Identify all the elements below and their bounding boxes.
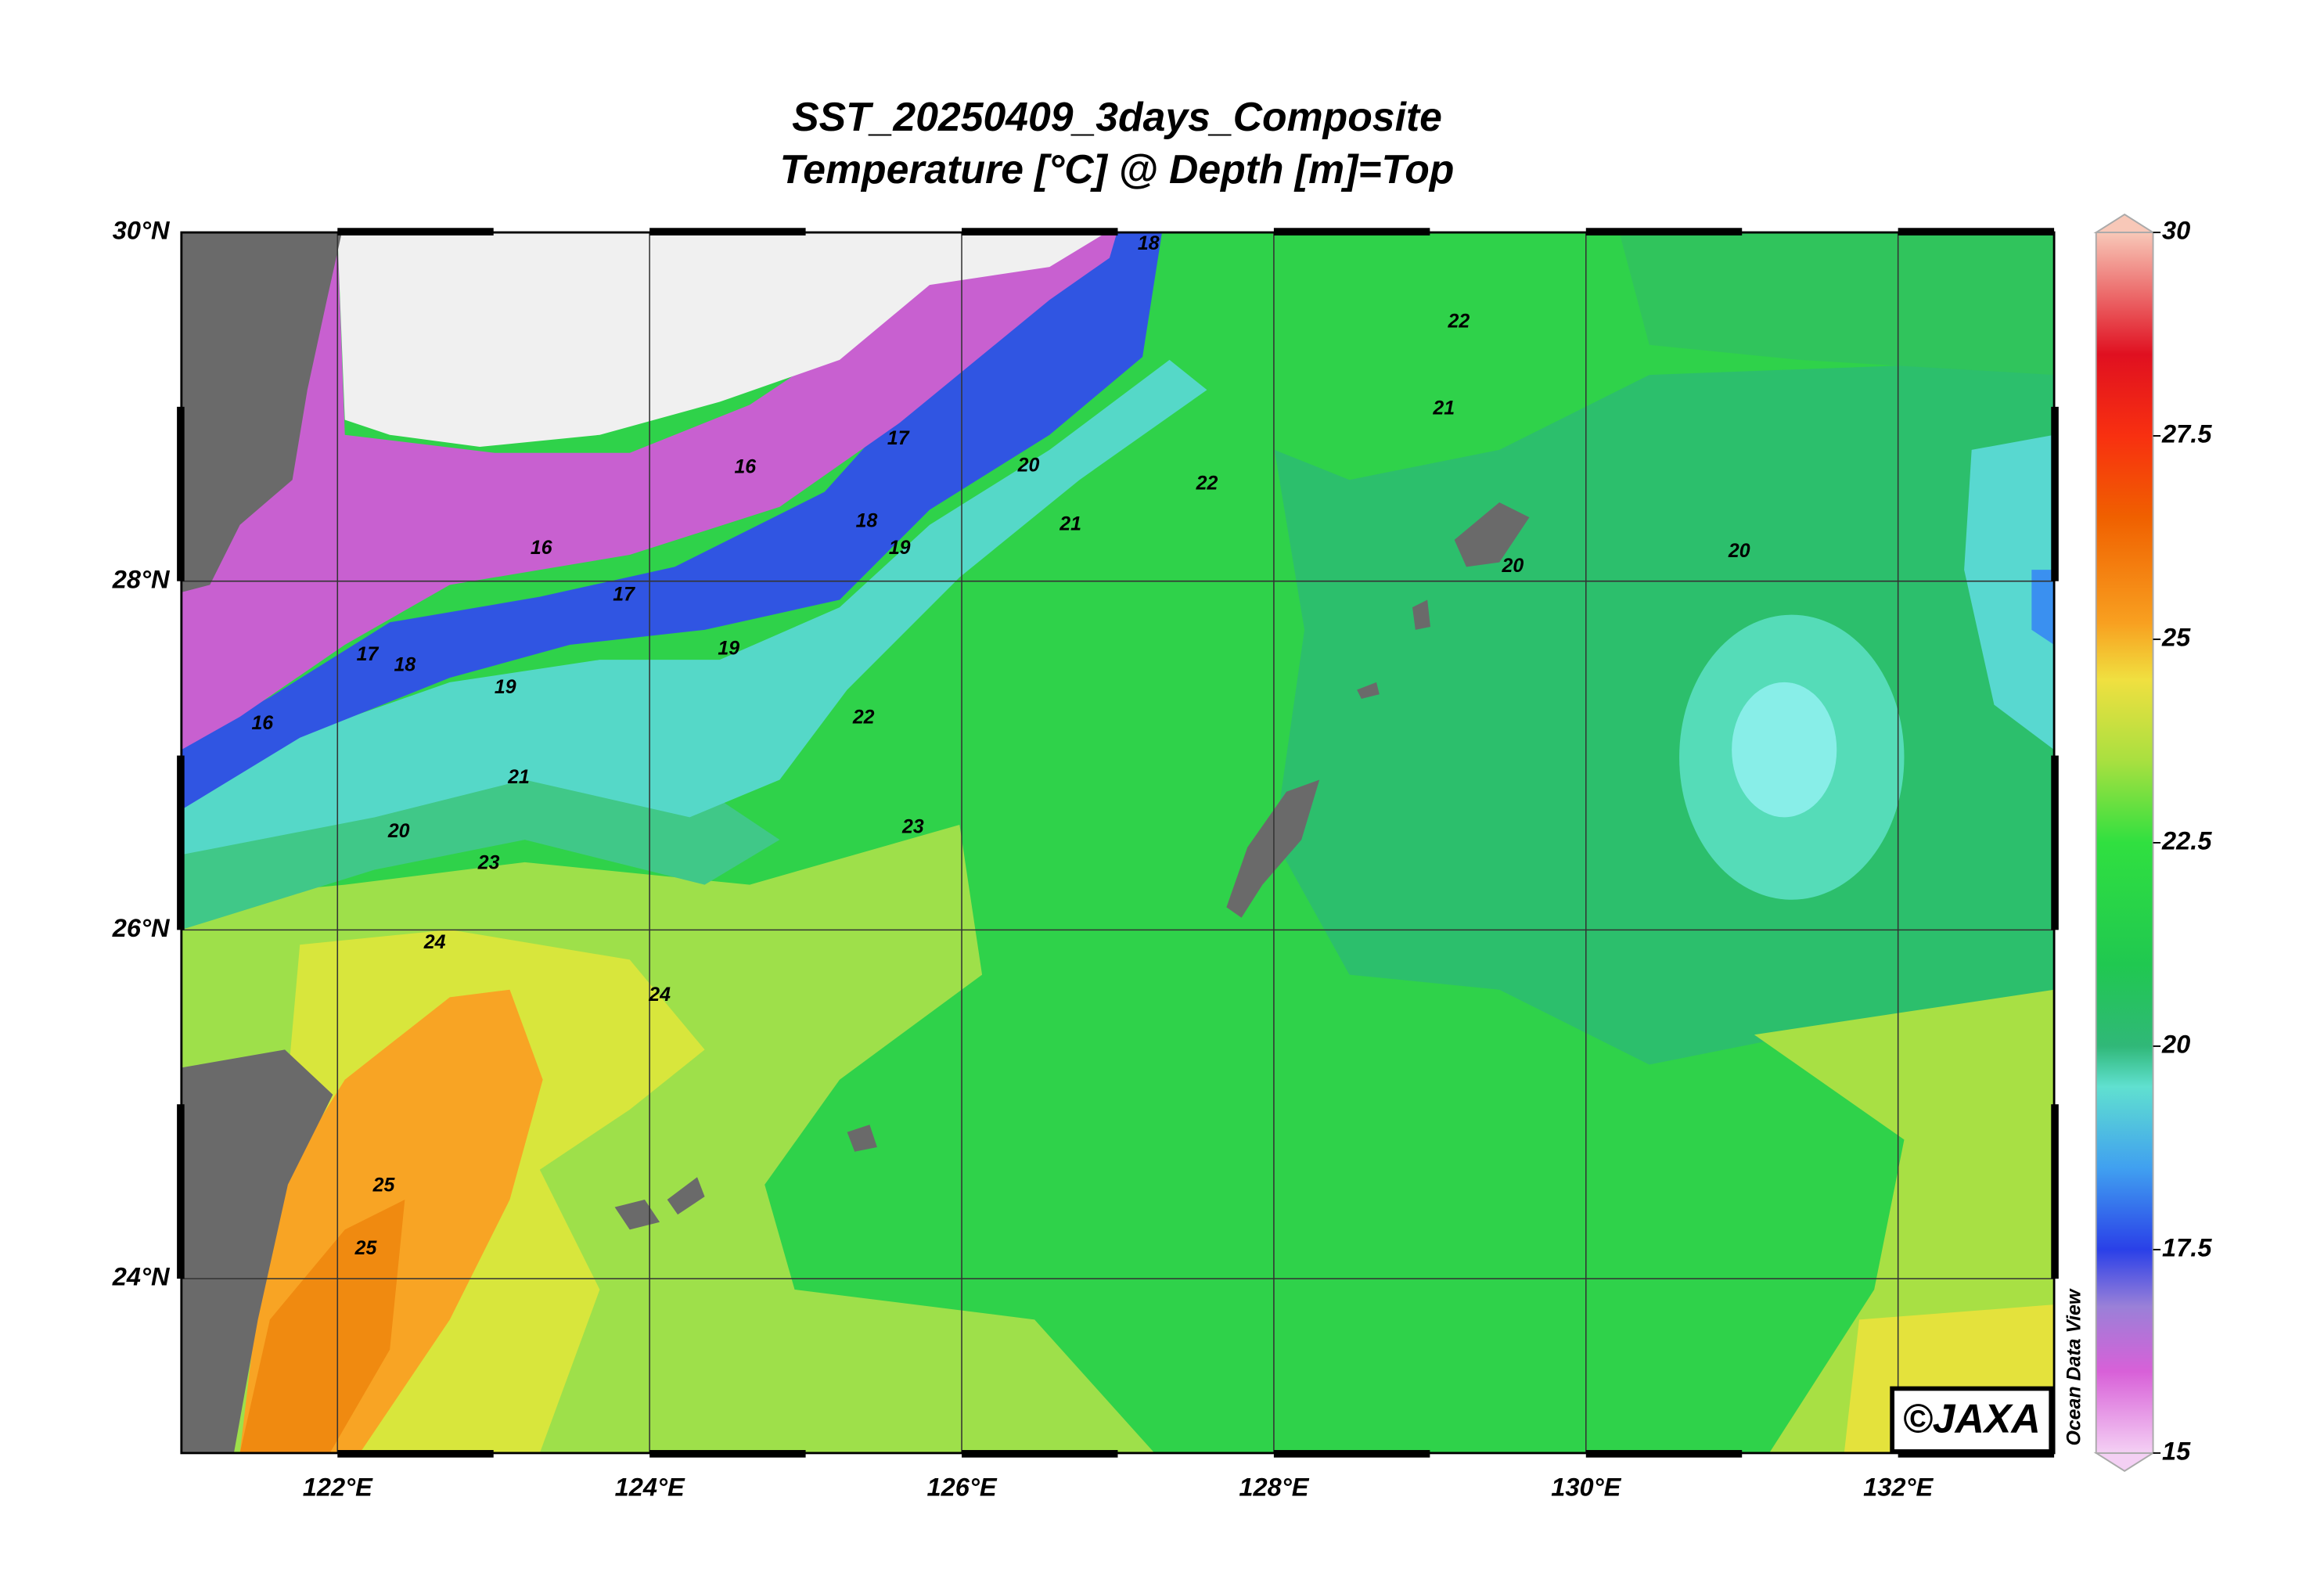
land	[667, 1177, 705, 1215]
contour-label: 20	[1728, 540, 1750, 562]
frame-bar	[962, 1450, 1118, 1458]
land	[614, 1200, 660, 1230]
x-tick-label: 124°E	[615, 1473, 685, 1501]
frame-bar	[1898, 228, 2055, 236]
x-tick-label: 132°E	[1863, 1473, 1934, 1501]
frame-bar	[1273, 1450, 1430, 1458]
y-tick-label: 30°N	[113, 217, 171, 245]
frame-bar	[337, 1450, 494, 1458]
zone-15	[337, 232, 1107, 448]
contour-label: 23	[901, 815, 924, 837]
colorbar-tick-label: 25	[2161, 624, 2191, 652]
contour-label: 18	[1138, 232, 1160, 254]
watermark: Ocean Data View	[2063, 1288, 2085, 1445]
sst-field: 16 16 16 17 17 17 18 18 18 19 19 19 20 20 20 20 21 21 21 22…	[181, 232, 2055, 1453]
colorbar-scale	[2095, 232, 2154, 1454]
frame-bar	[2051, 1104, 2059, 1279]
frame-bar	[177, 755, 185, 930]
contour-label: 17	[613, 583, 635, 605]
frame-bar	[649, 1450, 806, 1458]
land	[1357, 682, 1380, 699]
title: SST_20250409_3days_Composite	[792, 94, 1442, 139]
colorbar: 15 17.5 20 22.5 25 27.5 30	[2093, 213, 2212, 1472]
zone-19	[181, 359, 1207, 855]
contour-label: 16	[251, 712, 273, 734]
y-tick-label: 24°N	[112, 1263, 171, 1291]
contour-label: 17	[357, 643, 380, 665]
graticule	[181, 232, 2055, 1453]
contour-label: 20	[1502, 555, 1524, 577]
axis-labels: 122°E 124°E 126°E 128°E 130°E 132°E 24°N 26°N 28…	[112, 217, 1934, 1502]
contour-label: 18	[856, 509, 878, 531]
land	[847, 1124, 877, 1152]
frame-bar	[1585, 1450, 1743, 1458]
frame-bar	[1585, 228, 1743, 236]
land	[1412, 599, 1430, 630]
frame-bar	[2051, 406, 2059, 581]
x-tick-label: 126°E	[926, 1473, 997, 1501]
frame-bar	[337, 228, 494, 236]
contour-label: 18	[394, 653, 416, 675]
frame-bar	[2051, 755, 2059, 930]
contour-label: 17	[887, 427, 910, 449]
y-tick-label: 26°N	[112, 914, 171, 942]
zone-19	[1732, 682, 1837, 818]
contour-label: 20	[387, 820, 410, 842]
colorbar-tick-label: 17.5	[2162, 1234, 2212, 1262]
contour-label: 19	[889, 537, 911, 559]
frame-bar	[649, 228, 806, 236]
colorbar-tick-label: 27.5	[2161, 420, 2212, 448]
x-tick-label: 130°E	[1551, 1473, 1621, 1501]
frame-bar	[1273, 228, 1430, 236]
contour-label: 19	[495, 676, 516, 698]
frame-bar	[177, 406, 185, 581]
zone-18	[2031, 570, 2055, 645]
frame-bar	[177, 1104, 185, 1279]
colorbar-tick-label: 30	[2162, 217, 2190, 245]
land	[1454, 502, 1530, 567]
contour-label: 21	[507, 766, 530, 788]
credit-box	[1890, 1386, 2054, 1454]
contour-labels: 16 16 16 17 17 17 18 18 18 19 19 19 20 20 20 20 21 21 21 22…	[251, 232, 1750, 1259]
y-tick-label: 28°N	[112, 565, 171, 593]
contour-label: 24	[648, 984, 671, 1006]
contour-label: 20	[1017, 455, 1040, 477]
land	[1226, 779, 1320, 918]
contour-label: 25	[354, 1237, 378, 1259]
colorbar-tick-label: 22.5	[2161, 827, 2212, 855]
land	[181, 1049, 333, 1453]
subtitle: Temperature [°C] @ Depth [m]=Top	[780, 146, 1455, 192]
contour-label: 21	[1059, 513, 1081, 534]
colorbar-tick-label: 15	[2162, 1437, 2191, 1465]
credit: ©JAXA	[1903, 1395, 2041, 1441]
contour-label: 22	[1448, 311, 1470, 333]
contour-label: 19	[718, 637, 739, 659]
zone-18	[181, 232, 1162, 810]
zone-21	[1619, 232, 2055, 376]
x-tick-label: 128°E	[1239, 1473, 1309, 1501]
contour-label: 24	[423, 931, 446, 953]
colorbar-end	[2093, 213, 2156, 233]
contour-label: 25	[372, 1174, 396, 1196]
frame-bar	[962, 228, 1118, 236]
contour-label: 22	[1196, 473, 1218, 495]
colorbar-tick-label: 20	[2161, 1031, 2190, 1059]
colorbar-end	[2093, 1452, 2156, 1472]
contour-label: 23	[477, 851, 500, 873]
contour-label: 16	[734, 455, 756, 477]
contour-label: 22	[852, 706, 875, 728]
contour-label: 21	[1432, 398, 1455, 419]
x-tick-label: 122°E	[303, 1473, 373, 1501]
zone-19	[1964, 434, 2055, 750]
land	[181, 232, 342, 592]
contour-label: 16	[531, 537, 552, 559]
zone-26	[239, 1200, 405, 1453]
